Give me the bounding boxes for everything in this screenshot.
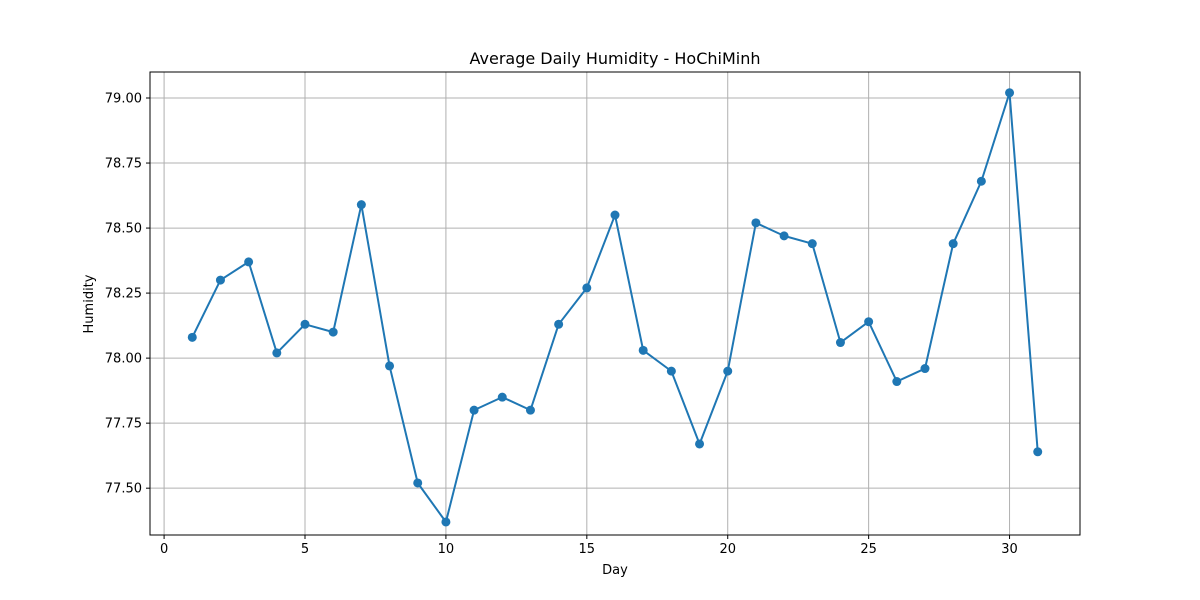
data-point — [582, 283, 592, 293]
data-point — [835, 338, 845, 348]
x-tick-label: 0 — [160, 542, 168, 557]
x-tick-label: 5 — [301, 542, 309, 557]
axis-ticks: 0 5 10 15 20 25 30 77.50 77.75 78.00 78.25 78.50 78.… — [105, 92, 1018, 557]
data-point — [695, 439, 705, 449]
plot-area-frame — [149, 71, 1081, 536]
y-tick-label: 78.00 — [105, 352, 142, 367]
data-point — [244, 257, 254, 267]
y-tick-label: 79.00 — [105, 92, 142, 107]
y-tick-label: 78.50 — [105, 222, 142, 237]
x-tick-label: 30 — [1001, 542, 1018, 557]
data-point — [892, 377, 902, 387]
y-tick-label: 78.25 — [105, 287, 142, 302]
data-point — [554, 319, 564, 329]
data-point — [1033, 447, 1043, 457]
data-point — [328, 327, 338, 337]
data-point — [525, 405, 535, 415]
x-tick-label: 10 — [438, 542, 455, 557]
data-point — [356, 200, 366, 210]
data-point — [948, 239, 958, 249]
data-point — [187, 332, 197, 342]
chart-title: Average Daily Humidity - HoChiMinh — [470, 49, 761, 68]
x-tick-label: 20 — [719, 542, 736, 557]
y-axis-title: Humidity — [82, 274, 97, 333]
x-tick-label: 25 — [860, 542, 877, 557]
data-point — [1005, 88, 1015, 98]
data-point — [779, 231, 789, 241]
x-axis-title: Day — [602, 563, 628, 578]
data-point — [441, 517, 451, 527]
data-point — [497, 392, 507, 402]
data-point — [469, 405, 479, 415]
grid-lines — [150, 72, 1080, 535]
x-tick-label: 15 — [579, 542, 596, 557]
data-point — [385, 361, 395, 371]
data-point — [413, 478, 423, 488]
y-tick-label: 77.75 — [105, 417, 142, 432]
y-tick-label: 77.50 — [105, 482, 142, 497]
data-point — [215, 275, 225, 285]
data-point — [751, 218, 761, 228]
data-series — [187, 88, 1043, 527]
data-point — [272, 348, 282, 358]
data-point — [920, 364, 930, 374]
data-point — [638, 345, 648, 355]
data-point — [666, 366, 676, 376]
data-point — [300, 319, 310, 329]
y-tick-label: 78.75 — [105, 157, 142, 172]
data-point — [723, 366, 733, 376]
data-point — [610, 210, 620, 220]
data-point — [864, 317, 874, 327]
data-point — [976, 176, 986, 186]
data-point — [807, 239, 817, 249]
